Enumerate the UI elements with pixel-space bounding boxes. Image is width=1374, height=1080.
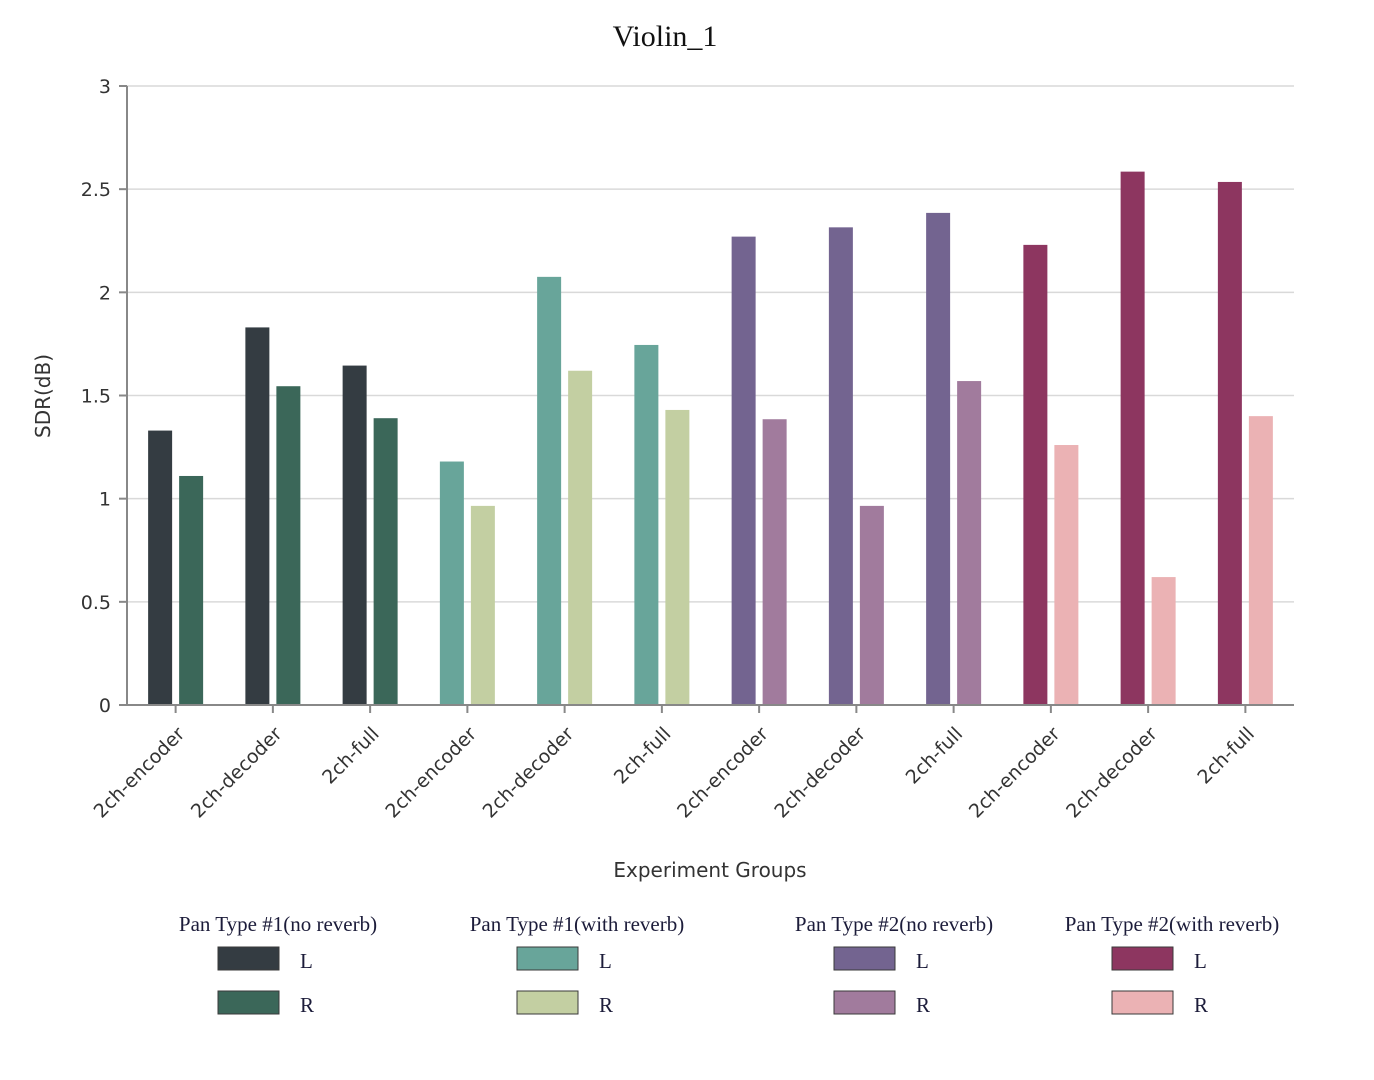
legend-swatch-l [217,946,280,971]
x-tick-label: 2ch-encoder [673,723,773,823]
x-axis-title: Experiment Groups [613,858,806,882]
bar-r-3 [373,418,398,705]
bar-r-1 [179,475,204,705]
x-tick-label: 2ch-full [902,723,968,789]
bar-l-5 [537,276,562,705]
bar-l-6 [634,344,659,705]
legend-group-title: Pan Type #1(no reverb) [179,912,377,936]
legend-group-title: Pan Type #2(with reverb) [1065,912,1280,936]
bar-r-7 [762,419,787,705]
bar-r-2 [276,386,301,705]
legend-swatch-l [833,946,896,971]
x-tick-label: 2ch-full [318,723,384,789]
bar-l-11 [1120,171,1145,706]
legend-swatch-l [1111,946,1174,971]
x-tick-label: 2ch-encoder [965,723,1065,823]
legend-label-r: R [599,993,613,1017]
y-tick-label: 2.5 [81,179,111,201]
bar-r-10 [1054,445,1079,705]
x-tick-label: 2ch-decoder [187,723,287,823]
legend-swatch-r [217,990,280,1015]
axes [119,85,1294,713]
bar-l-12 [1217,181,1242,705]
bar-l-4 [439,461,464,705]
bar-r-12 [1248,416,1273,705]
x-tick-label: 2ch-full [1193,723,1259,789]
y-tick-labels: 0 0.5 1 1.5 2 2.5 3 [81,76,111,717]
y-tick-label: 1 [99,489,111,511]
y-tick-label: 0.5 [81,592,111,614]
legend-label-r: R [1194,993,1208,1017]
legend-label-l: L [1194,949,1207,973]
x-tick-label: 2ch-encoder [90,723,190,823]
bar-r-6 [665,409,690,705]
bar-r-8 [859,505,884,705]
bars [148,171,1273,706]
bar-r-11 [1151,577,1176,705]
y-tick-label: 2 [99,282,111,304]
bar-l-10 [1023,244,1048,706]
x-tick-label: 2ch-decoder [770,723,870,823]
y-tick-label: 3 [99,76,111,98]
legend-label-l: L [599,949,612,973]
legend-group-title: Pan Type #2(no reverb) [795,912,993,936]
legend-label-r: R [300,993,314,1017]
legend-swatch-r [1111,990,1174,1015]
legend-group-title: Pan Type #1(with reverb) [470,912,685,936]
legend-label-l: L [300,949,313,973]
x-tick-label: 2ch-decoder [1062,723,1162,823]
x-tick-label: 2ch-decoder [479,723,579,823]
chart-title: Violin_1 [613,20,718,53]
x-tick-label: 2ch-encoder [381,723,481,823]
bar-l-3 [342,365,367,705]
x-tick-label: 2ch-full [610,723,676,789]
bar-r-5 [568,370,593,705]
bar-l-9 [926,212,951,705]
legend-label-r: R [916,993,930,1017]
bar-l-1 [148,430,173,705]
y-tick-label: 0 [99,695,111,717]
legend-swatch-r [833,990,896,1015]
gridlines [127,85,1294,603]
bar-l-2 [245,327,270,705]
bar-l-8 [828,227,853,706]
legend-swatch-l [516,946,579,971]
bar-l-7 [731,236,756,705]
bar-r-4 [470,505,495,705]
legend-swatch-r [516,990,579,1015]
y-axis-title: SDR(dB) [31,354,55,438]
bar-r-9 [957,381,982,705]
y-tick-label: 1.5 [81,386,111,408]
legend-label-l: L [916,949,929,973]
